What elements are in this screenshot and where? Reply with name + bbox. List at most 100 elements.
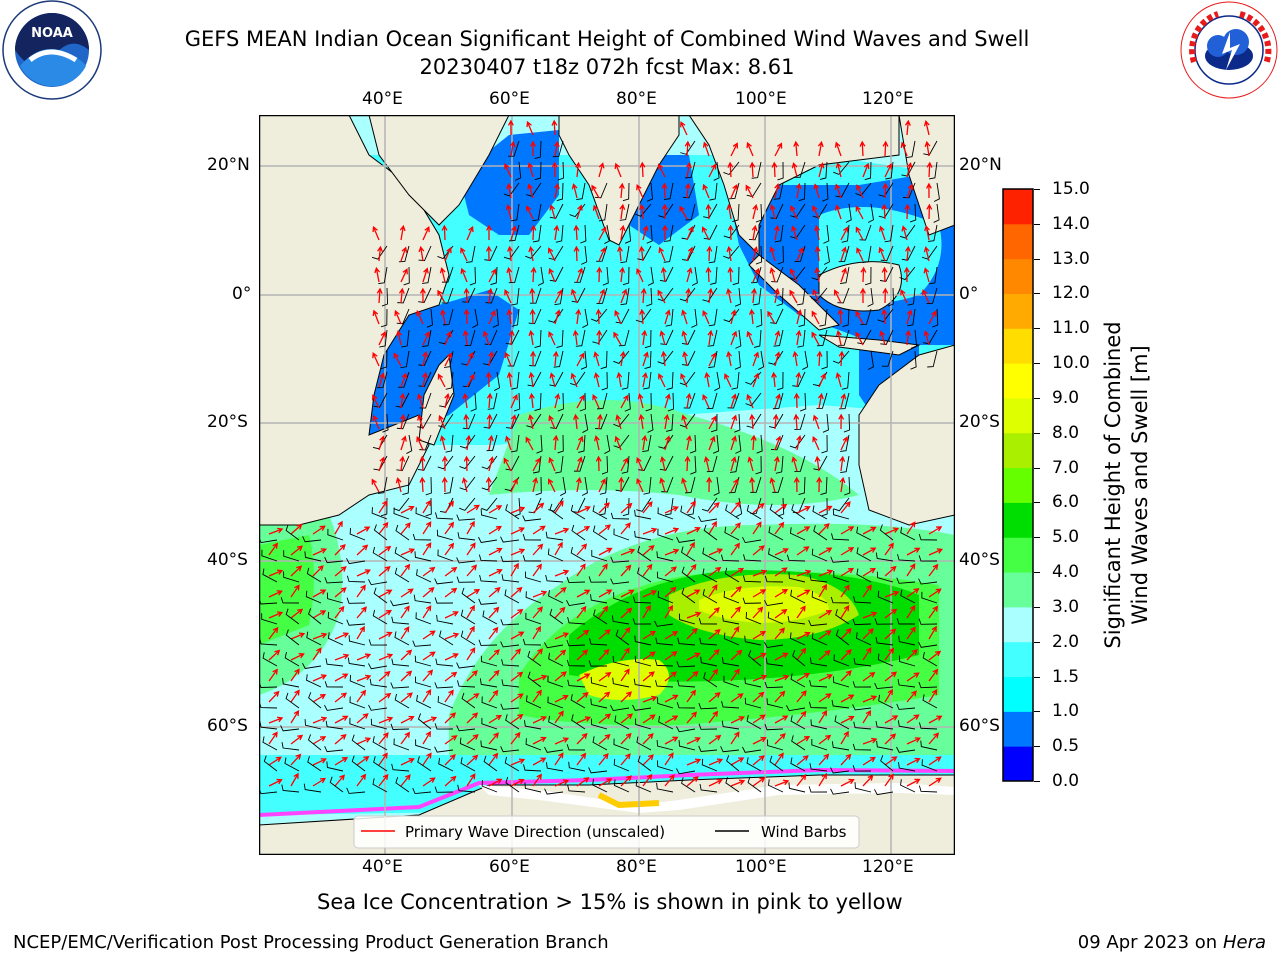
wave-direction-arrow — [598, 589, 613, 598]
wave-direction-arrow — [444, 500, 454, 514]
wave-direction-arrow — [881, 308, 888, 325]
wind-barb — [921, 245, 938, 260]
wave-direction-arrow — [658, 246, 666, 262]
wave-direction-arrow — [708, 548, 724, 556]
wave-direction-arrow — [681, 477, 688, 493]
wind-barb — [573, 455, 586, 472]
wind-barb — [853, 721, 872, 730]
wave-direction-arrow — [818, 709, 828, 724]
wave-direction-arrow — [840, 267, 848, 283]
wind-barb — [619, 203, 630, 221]
wind-barb — [536, 434, 543, 454]
wind-barb — [720, 746, 740, 753]
wind-barb — [877, 653, 894, 667]
wave-direction-arrow — [554, 632, 570, 640]
wave-direction-arrow — [840, 584, 850, 598]
wind-barb — [571, 524, 586, 541]
colorbar-tick-label: 14.0 — [1052, 213, 1090, 234]
wind-barb — [789, 527, 806, 541]
wave-direction-arrow — [598, 288, 606, 304]
wave-direction-arrow — [789, 268, 798, 283]
wind-barb — [324, 704, 344, 711]
wave-direction-arrow — [504, 351, 512, 367]
wave-direction-arrow — [746, 393, 754, 409]
wind-barb — [567, 616, 586, 625]
wind-barb — [874, 618, 894, 625]
wind-barb — [504, 589, 520, 604]
wave-direction-arrow — [730, 668, 740, 682]
lon-label-top: 60°E — [489, 89, 530, 109]
wave-direction-arrow — [510, 693, 524, 703]
wind-barb — [372, 546, 388, 562]
wind-barb — [681, 546, 696, 562]
wind-barb — [643, 371, 652, 390]
wave-direction-arrow — [774, 548, 789, 556]
wave-direction-arrow — [817, 140, 824, 157]
wave-direction-arrow — [510, 506, 526, 514]
wave-direction-arrow — [769, 267, 776, 283]
wave-direction-arrow — [708, 352, 717, 367]
wave-direction-arrow — [796, 631, 811, 640]
wave-direction-arrow — [571, 183, 578, 199]
wave-direction-arrow — [791, 162, 798, 178]
wind-barb — [896, 703, 916, 710]
wind-barb — [369, 678, 388, 688]
wind-barb — [281, 742, 300, 751]
wave-direction-arrow — [576, 267, 584, 283]
wave-direction-arrow — [906, 714, 920, 724]
wave-direction-arrow — [400, 670, 413, 682]
wind-barb — [373, 392, 388, 408]
colorbar-tick-label: 2.0 — [1052, 631, 1080, 652]
wave-direction-arrow — [664, 715, 679, 724]
wave-direction-arrow — [752, 545, 765, 556]
wave-direction-arrow — [774, 674, 790, 682]
wave-direction-arrow — [554, 182, 560, 199]
wave-direction-arrow — [268, 690, 280, 703]
wind-barb — [636, 497, 652, 512]
wave-direction-arrow — [814, 224, 821, 241]
wind-barb — [550, 413, 564, 429]
wave-direction-arrow — [400, 372, 408, 388]
wind-barb — [528, 497, 542, 514]
wave-direction-arrow — [268, 756, 282, 766]
wind-barb — [764, 600, 784, 607]
wind-barb — [664, 224, 674, 242]
wave-direction-arrow — [796, 710, 807, 724]
wind-barb — [418, 350, 432, 367]
wind-barb — [436, 614, 454, 625]
wind-barb — [620, 287, 630, 306]
wave-direction-arrow — [356, 737, 372, 745]
wave-direction-arrow — [444, 775, 457, 787]
wave-direction-arrow — [840, 628, 852, 640]
wave-direction-arrow — [859, 140, 866, 157]
wind-barb — [831, 533, 850, 541]
wave-direction-arrow — [664, 752, 674, 766]
wind-barb — [852, 765, 872, 772]
wind-barb — [921, 591, 938, 604]
wind-barb — [831, 741, 850, 751]
wave-direction-arrow — [680, 121, 688, 136]
lat-label-left: 20°S — [207, 412, 248, 432]
wind-barb — [522, 638, 542, 646]
wind-barb — [708, 245, 718, 264]
wind-barb — [838, 245, 850, 263]
wave-direction-arrow — [422, 730, 431, 745]
wind-barb — [592, 329, 608, 344]
wave-direction-arrow — [444, 632, 460, 640]
wind-barb — [372, 609, 388, 625]
wave-direction-arrow — [752, 736, 767, 745]
wave-direction-arrow — [838, 413, 845, 430]
wind-barb — [656, 782, 674, 793]
wave-direction-arrow — [268, 590, 283, 598]
wave-direction-arrow — [576, 456, 583, 472]
wave-direction-arrow — [510, 414, 517, 430]
wind-barb — [809, 574, 828, 583]
wind-barb — [709, 182, 718, 201]
wave-direction-arrow — [664, 393, 671, 409]
wind-barb — [614, 715, 630, 730]
wave-direction-arrow — [598, 648, 610, 661]
wind-barb — [678, 740, 696, 751]
wind-barb — [419, 434, 432, 451]
wave-direction-arrow — [488, 568, 503, 577]
wave-direction-arrow — [928, 605, 939, 619]
